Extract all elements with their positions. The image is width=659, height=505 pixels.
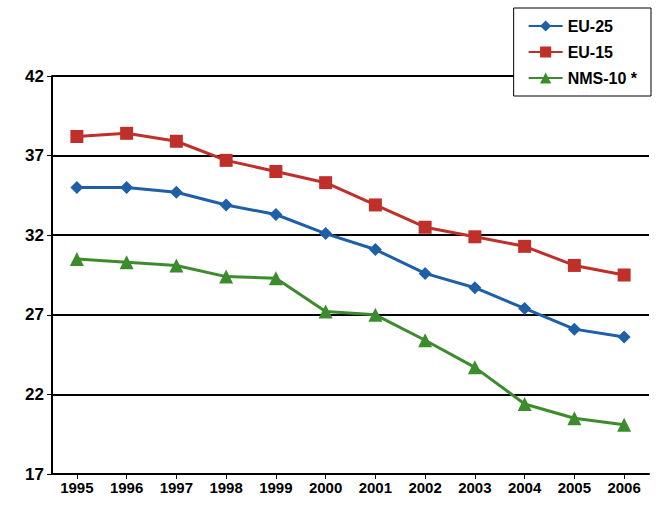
svg-text:2001: 2001 <box>359 479 392 496</box>
svg-text:1995: 1995 <box>60 479 93 496</box>
svg-text:1999: 1999 <box>259 479 292 496</box>
svg-text:2003: 2003 <box>458 479 491 496</box>
svg-text:27: 27 <box>25 305 44 324</box>
svg-text:1996: 1996 <box>110 479 143 496</box>
svg-text:42: 42 <box>25 67 44 86</box>
svg-text:1997: 1997 <box>160 479 193 496</box>
svg-text:2000: 2000 <box>309 479 342 496</box>
svg-text:2002: 2002 <box>408 479 441 496</box>
svg-text:1998: 1998 <box>209 479 242 496</box>
svg-text:37: 37 <box>25 146 44 165</box>
svg-text:2006: 2006 <box>607 479 640 496</box>
svg-text:22: 22 <box>25 385 44 404</box>
svg-text:17: 17 <box>25 465 44 484</box>
svg-text:EU-25: EU-25 <box>568 18 613 35</box>
svg-text:EU-15: EU-15 <box>568 44 613 61</box>
svg-text:NMS-10 *: NMS-10 * <box>568 70 638 87</box>
svg-text:2004: 2004 <box>508 479 542 496</box>
svg-text:32: 32 <box>25 226 44 245</box>
svg-text:2005: 2005 <box>558 479 591 496</box>
